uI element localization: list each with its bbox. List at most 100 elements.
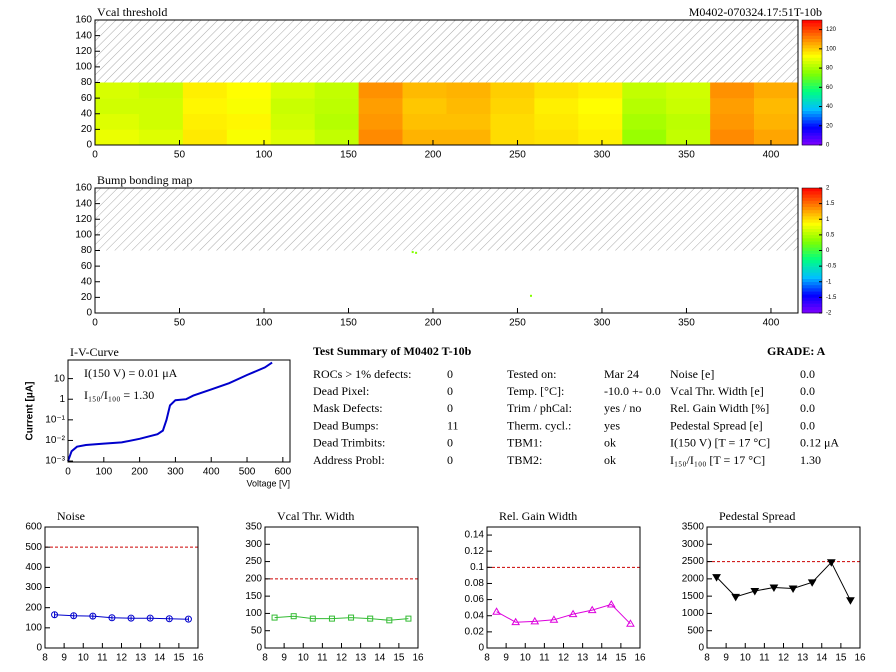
colorbar-step: [802, 247, 822, 251]
marker: [826, 559, 836, 567]
heatmap-cell: [710, 129, 755, 146]
y-tick-label: 0.06: [465, 594, 485, 605]
y-tick-label: 10⁻²: [45, 435, 65, 446]
iv-curve: [67, 361, 273, 462]
y-tick-label: 2500: [682, 556, 705, 567]
x-tick-label: 12: [116, 653, 128, 664]
colorbar-step: [802, 241, 822, 245]
heatmap-cell: [666, 82, 711, 99]
colorbar-step: [802, 76, 822, 80]
y-tick-label: 0.14: [465, 530, 485, 541]
x-tick-label: 13: [135, 653, 147, 664]
colorbar-step: [802, 309, 822, 314]
y-tick-label: 500: [687, 625, 704, 636]
marker: [568, 609, 578, 618]
colorbar-step: [802, 219, 822, 223]
x-tick-label: 10: [520, 653, 532, 664]
x-tick-label: 13: [355, 653, 367, 664]
plot: Vcal threshold M0402-070324.17:51T-10b 0 50…: [75, 5, 836, 161]
heatmap-cell: [270, 113, 315, 130]
x-tick-label: 250: [509, 318, 526, 329]
y-tick-label: 0: [36, 643, 42, 654]
x-tick-label: 15: [393, 653, 405, 664]
colorbar-step: [802, 141, 822, 146]
x-tick-label: 16: [854, 653, 866, 664]
colorbar-step: [802, 82, 822, 86]
summary-label: Temp. [°C]:: [507, 384, 564, 398]
heatmap-cell: [578, 98, 623, 115]
marker: [750, 587, 760, 596]
heatmap-cell: [754, 113, 799, 130]
colorbar-step: [802, 107, 822, 111]
summary-value: yes: [604, 418, 620, 432]
summary-label: Tested on:: [507, 367, 556, 381]
marker: [530, 616, 540, 625]
summary-value: ok: [604, 436, 616, 450]
y-tick-label: 0.08: [465, 578, 485, 589]
y-tick-label: 300: [25, 582, 42, 593]
x-tick-label: 16: [634, 653, 646, 664]
colorbar-label: 0: [826, 143, 830, 149]
heatmap-cell: [358, 113, 403, 130]
heatmap-cell: [314, 129, 359, 146]
summary-value: 0: [447, 367, 453, 381]
plot-title: Noise: [57, 509, 85, 523]
y-tick-label: 0: [256, 643, 262, 654]
colorbar-step: [802, 132, 822, 136]
x-tick-label: 9: [723, 653, 729, 664]
plot: Vcal Thr. Width 8 9 10 11 12 13 14 15 16 0 50 100 150…: [245, 509, 424, 664]
x-tick-label: 8: [42, 653, 48, 664]
summary-value: 1.30: [800, 453, 821, 467]
colorbar-step: [802, 66, 822, 71]
x-tick-label: 10: [298, 653, 310, 664]
colorbar-step: [802, 294, 822, 298]
marker: [271, 614, 278, 621]
heatmap-cell: [710, 113, 755, 130]
colorbar-step: [802, 95, 822, 99]
y-tick-label: 3500: [682, 522, 705, 533]
colorbar-step: [802, 288, 822, 292]
x-tick-label: 50: [174, 150, 186, 161]
summary-value: 0.12 μA: [800, 436, 839, 450]
x-tick-label: 150: [340, 150, 357, 161]
x-tick-label: 300: [594, 318, 611, 329]
x-tick-label: 14: [596, 653, 608, 664]
marker: [606, 599, 616, 608]
marker: [328, 615, 335, 622]
bump-defect: [411, 251, 414, 254]
colorbar-step: [802, 101, 822, 105]
plot: Pedestal Spread 8 9 10 11 12 13 14 15 16 0 500 1000 1…: [682, 509, 866, 664]
heatmap-cell: [710, 98, 755, 115]
colorbar-step: [802, 197, 822, 201]
colorbar-label: 0.5: [826, 232, 835, 238]
x-tick-label: 14: [374, 653, 386, 664]
colorbar-step: [802, 263, 822, 267]
summary-label: Noise [e]: [670, 367, 714, 381]
colorbar-step: [802, 129, 822, 133]
grade: GRADE: A: [767, 344, 826, 358]
plot-frame: [487, 527, 640, 648]
colorbar-step: [802, 110, 822, 115]
marker: [788, 585, 798, 594]
heatmap-cell: [95, 113, 140, 130]
colorbar-step: [802, 238, 822, 242]
x-tick-label: 150: [340, 318, 357, 329]
marker: [807, 579, 817, 587]
colorbar-step: [802, 45, 822, 49]
colorbar-step: [802, 206, 822, 211]
colorbar-step: [802, 120, 822, 124]
y-tick-label: 50: [251, 625, 263, 636]
y-tick-label: 400: [25, 562, 42, 573]
colorbar-step: [802, 88, 822, 93]
summary-value: Mar 24: [604, 367, 639, 381]
heatmap-cell: [95, 82, 140, 99]
marker: [769, 584, 779, 592]
marker: [290, 613, 297, 620]
plot-title: I-V-Curve: [70, 345, 119, 359]
colorbar-step: [802, 104, 822, 108]
heatmap-cell: [402, 129, 447, 146]
heatmap-cell: [446, 98, 491, 115]
x-tick-label: 200: [425, 318, 442, 329]
summary-label: Vcal Thr. Width [e]: [670, 384, 764, 398]
